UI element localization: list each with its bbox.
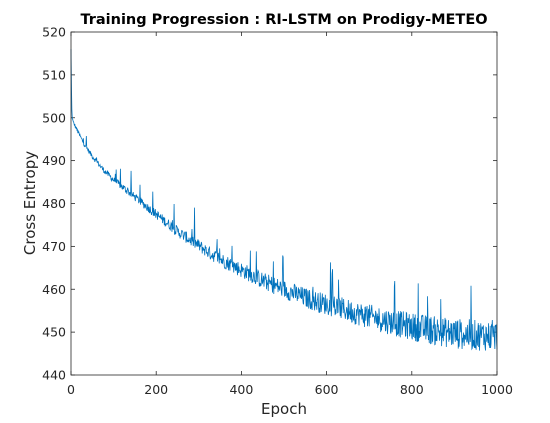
y-axis-label: Cross Entropy xyxy=(21,151,39,255)
chart-title: Training Progression : RI-LSTM on Prodig… xyxy=(80,12,487,28)
y-tick-label: 480 xyxy=(42,196,66,211)
x-axis-ticks: 0 200 400 600 800 1000 xyxy=(67,32,513,397)
y-tick-label: 460 xyxy=(42,282,66,297)
x-tick-label: 800 xyxy=(400,382,424,397)
axes-box xyxy=(70,31,498,376)
y-tick-label: 450 xyxy=(42,325,66,340)
x-tick-label: 1000 xyxy=(481,382,513,397)
y-tick-label: 470 xyxy=(42,239,66,254)
x-tick-label: 600 xyxy=(315,382,339,397)
y-tick-label: 510 xyxy=(42,67,66,82)
x-axis-label: Epoch xyxy=(261,400,307,418)
x-tick-label: 0 xyxy=(67,382,75,397)
plot-area xyxy=(71,32,497,375)
series-line xyxy=(70,49,498,351)
y-tick-label: 500 xyxy=(42,110,66,125)
y-tick-label: 520 xyxy=(42,25,66,40)
y-tick-label: 440 xyxy=(42,368,66,383)
x-tick-label: 400 xyxy=(229,382,253,397)
y-tick-label: 490 xyxy=(42,153,66,168)
y-axis-ticks: 440 450 460 470 480 490 500 510 520 xyxy=(42,25,497,383)
x-tick-label: 200 xyxy=(144,382,168,397)
